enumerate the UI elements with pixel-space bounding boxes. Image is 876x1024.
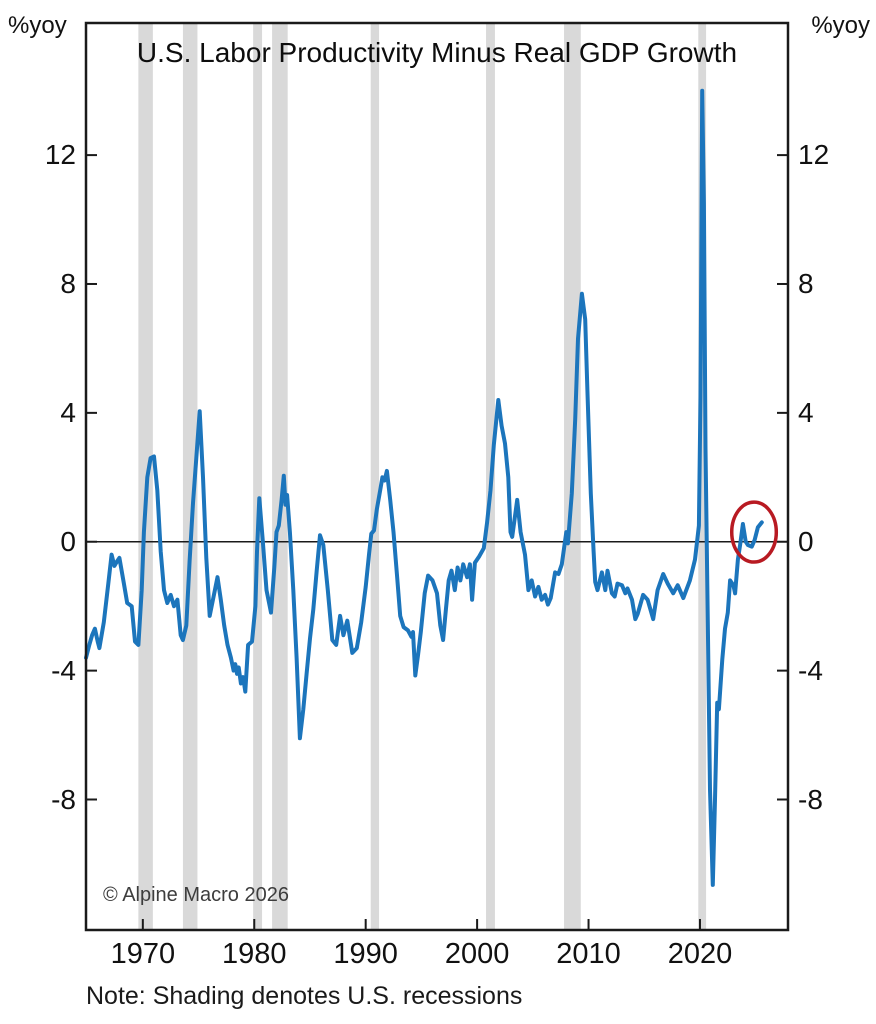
y-tick-label-left: -8: [51, 783, 76, 815]
plot-border: [84, 21, 790, 932]
highlight-ellipse: [729, 500, 779, 564]
chart-title: U.S. Labor Productivity Minus Real GDP G…: [136, 37, 738, 68]
left-axis-unit-label: %yoy: [8, 12, 67, 39]
copyright-watermark: © Alpine Macro 2026: [103, 884, 289, 906]
recession-band: [182, 23, 198, 930]
right-axis-unit-label: %yoy: [811, 12, 870, 39]
recession-band: [698, 23, 707, 930]
recession-band: [253, 23, 263, 930]
recession-band: [370, 23, 380, 930]
y-tick-label-left: 12: [44, 139, 76, 171]
x-tick-label: 1980: [221, 938, 287, 970]
y-tick-label-left: 8: [60, 267, 76, 299]
y-tick-label-left: -4: [51, 654, 76, 686]
y-tick-label-left: 0: [60, 525, 76, 557]
x-tick-label: 1990: [333, 938, 398, 970]
y-tick-label-right: 12: [798, 139, 830, 171]
axis-tick-marks: [86, 154, 788, 930]
productivity-minus-gdp-line: [84, 88, 764, 887]
y-tick-label-right: 8: [798, 267, 814, 299]
x-tick-label: 2020: [667, 938, 733, 970]
footnote: Note: Shading denotes U.S. recessions: [86, 982, 523, 1010]
x-tick-label: 2010: [556, 938, 621, 970]
y-tick-label-right: 4: [798, 396, 814, 428]
y-tick-label-right: -4: [798, 654, 823, 686]
recession-bands: [138, 23, 707, 930]
x-tick-label: 2000: [444, 938, 510, 970]
y-tick-label-right: -8: [798, 783, 823, 815]
y-tick-label-left: 4: [60, 396, 76, 428]
y-tick-label-right: 0: [798, 525, 814, 557]
recession-band: [272, 23, 288, 930]
x-tick-label: 1970: [110, 938, 176, 970]
